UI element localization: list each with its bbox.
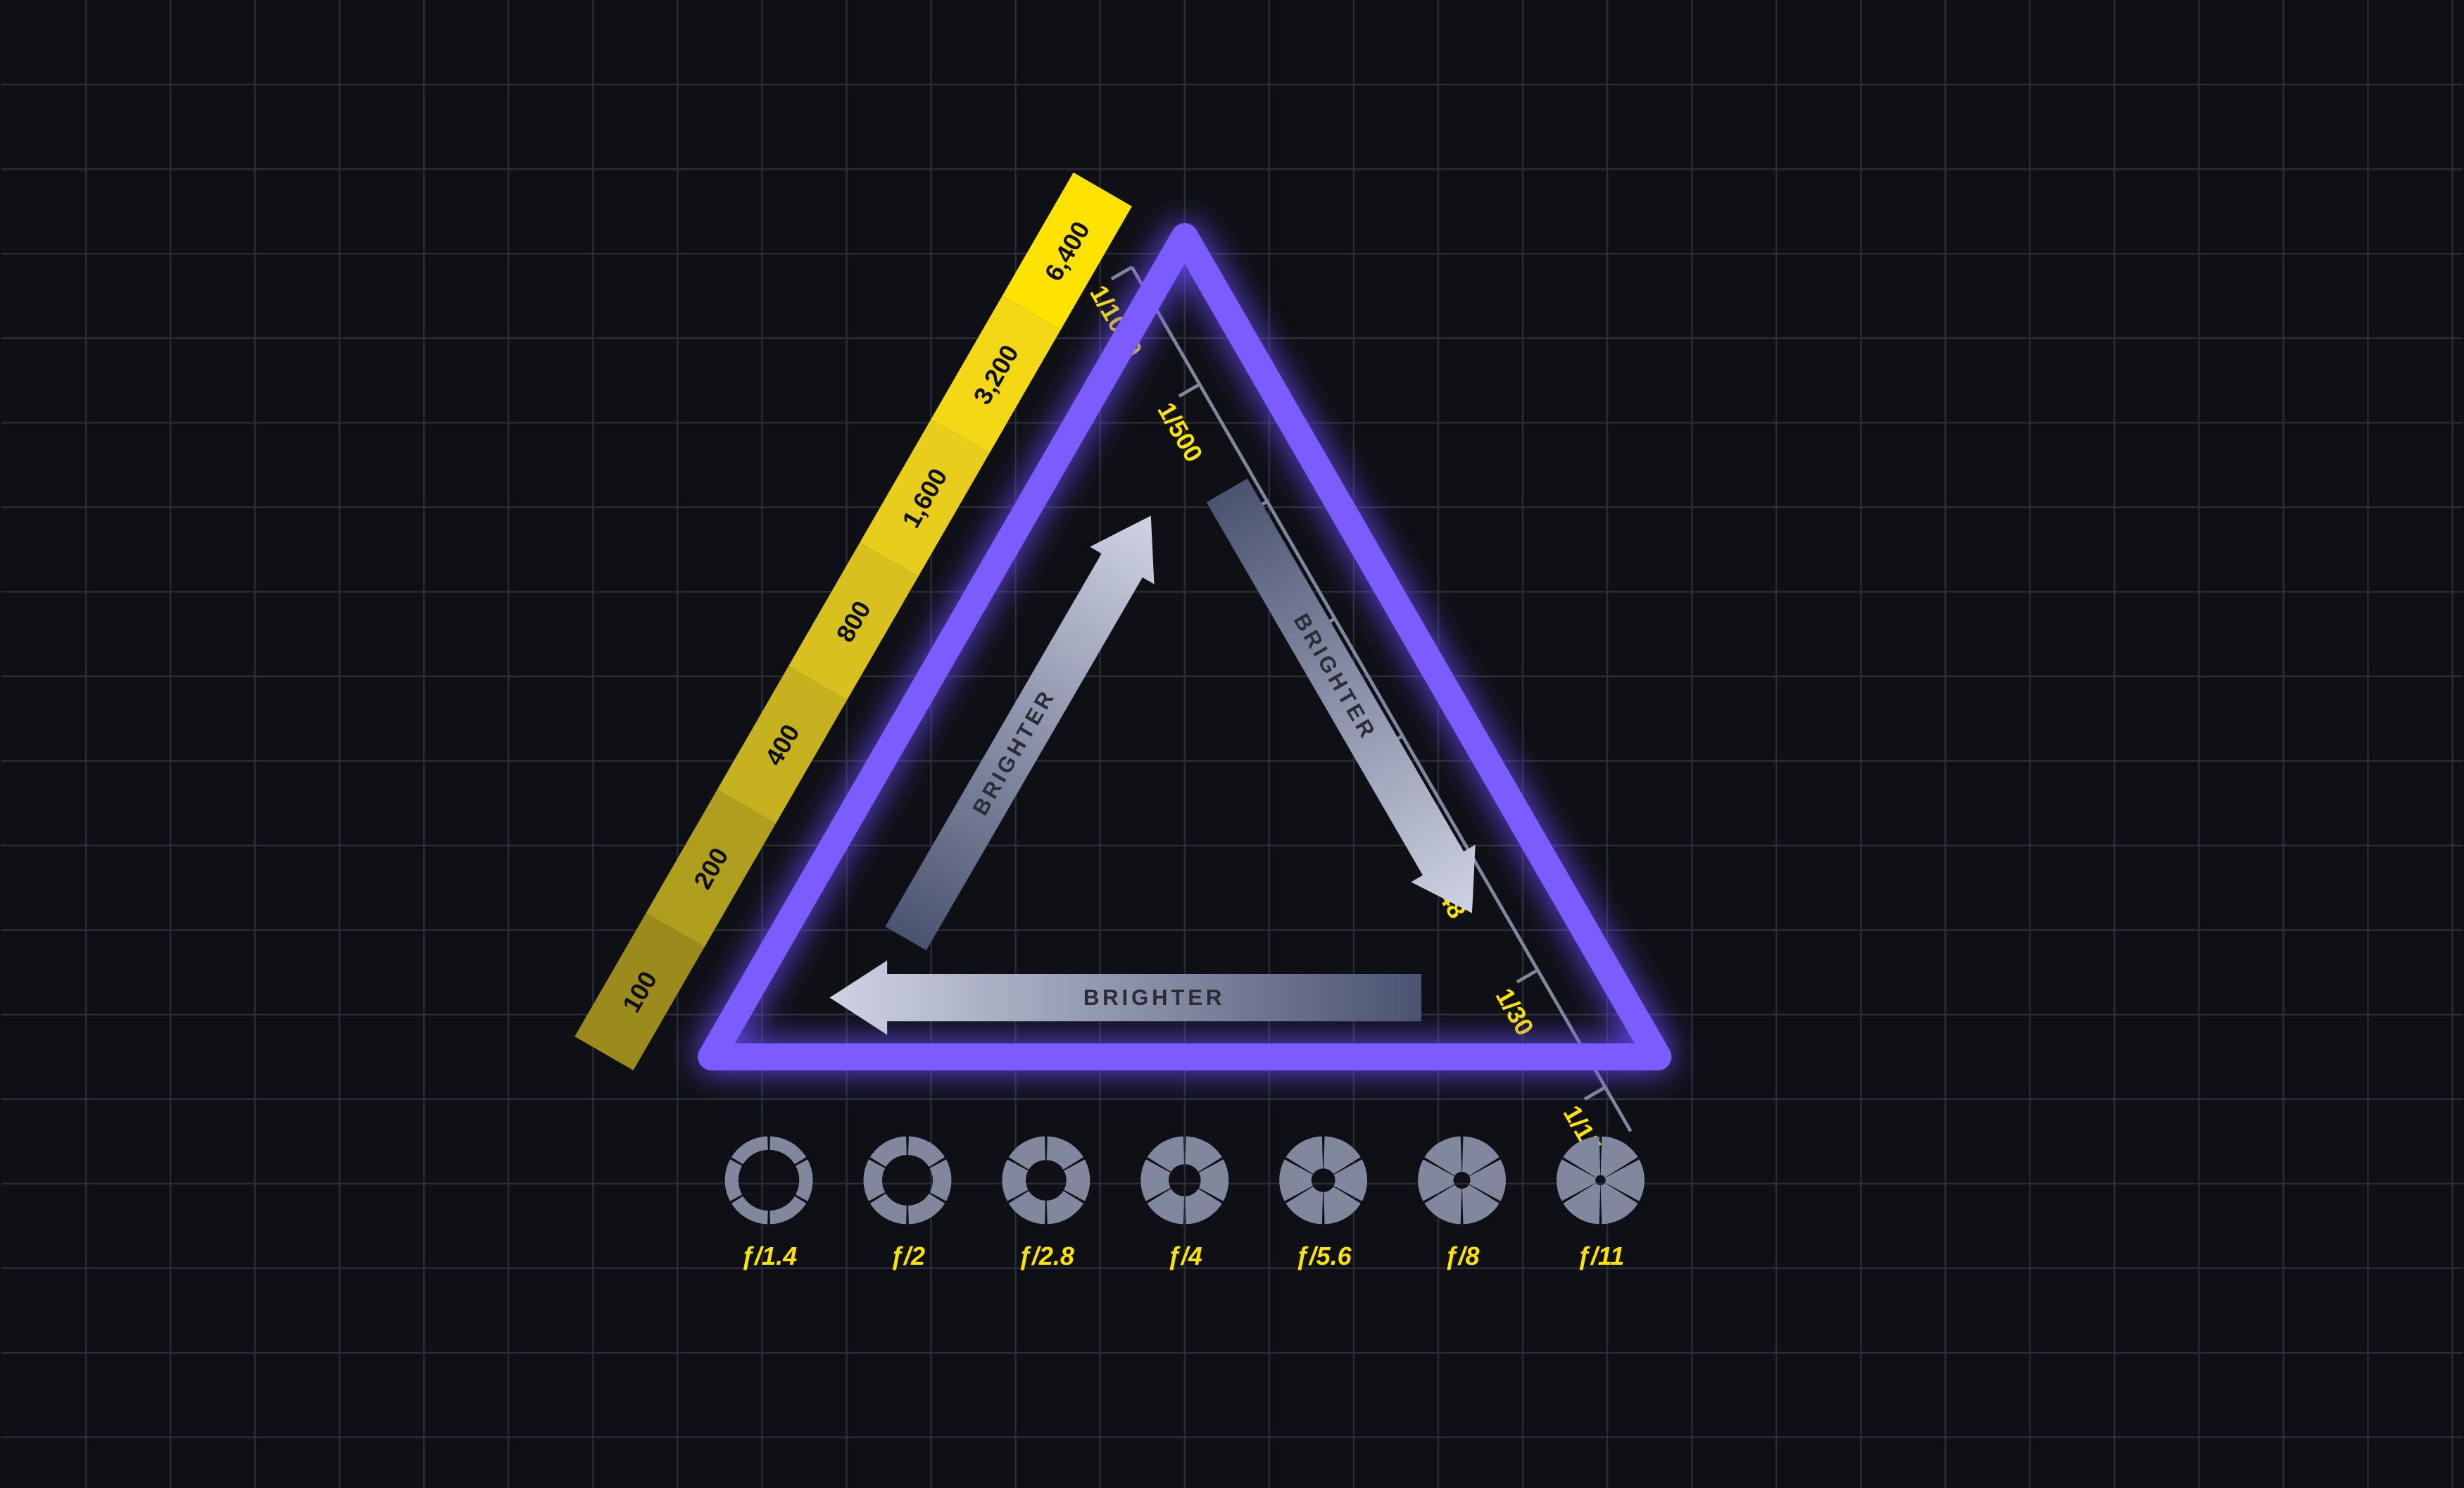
aperture-label: ƒ/2.8 (1018, 1242, 1074, 1270)
aperture-label: ƒ/11 (1577, 1242, 1624, 1270)
aperture-label: ƒ/8 (1445, 1242, 1480, 1270)
aperture-label: ƒ/1.4 (741, 1242, 797, 1270)
aperture-label: ƒ/2 (890, 1242, 925, 1270)
aperture-label: ƒ/5.6 (1295, 1242, 1352, 1270)
aperture-label: ƒ/4 (1167, 1242, 1202, 1270)
exposure-triangle-diagram: 1002004008001,6003,2006,4001/10001/5001/… (0, 0, 2464, 1488)
arrow-label: BRIGHTER (1083, 985, 1225, 1010)
background (1, 0, 2463, 1488)
